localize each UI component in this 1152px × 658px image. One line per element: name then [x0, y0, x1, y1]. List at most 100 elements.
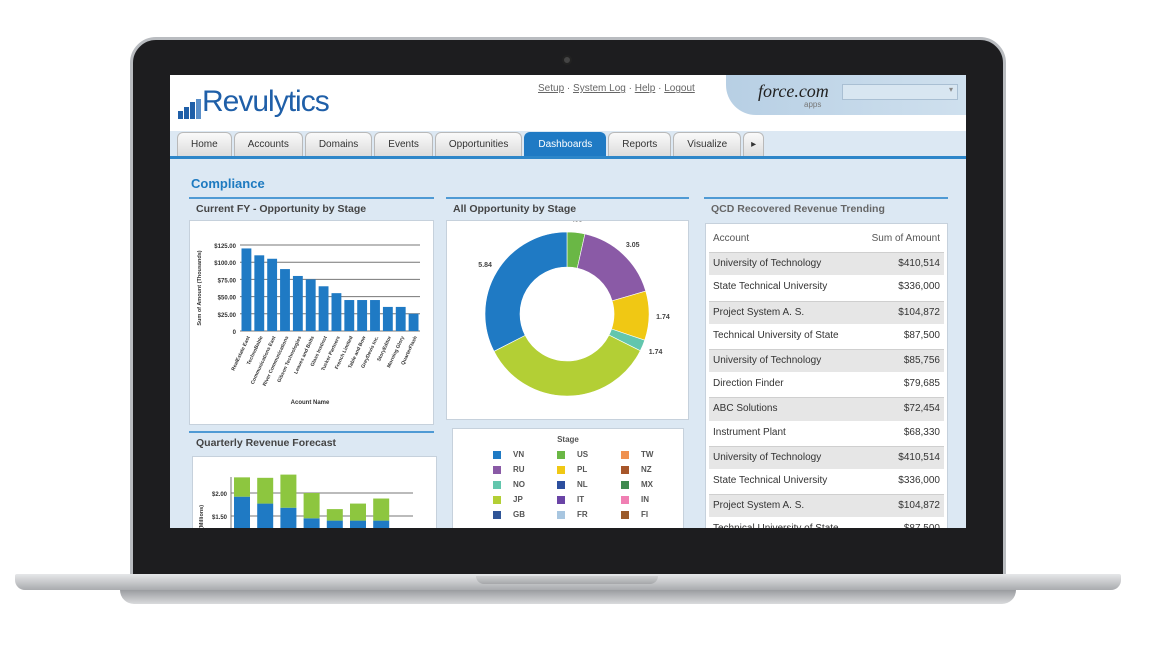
- logout-link[interactable]: Logout: [664, 83, 695, 94]
- legend-label: TW: [641, 450, 654, 459]
- bar-chart: 0 $25.00 $50.00 $75.00 $100.00 $125.00 RealEst…: [197, 244, 420, 406]
- legend-item: IN: [621, 494, 685, 505]
- bar-segment: [303, 518, 320, 528]
- panel-header-qcd: QCD Recovered Revenue Trending: [704, 197, 948, 215]
- bar: [254, 255, 265, 331]
- bar-segment: [373, 498, 390, 521]
- legend-label: FR: [577, 510, 588, 519]
- table-row[interactable]: State Technical University $336,000: [709, 276, 944, 301]
- y-tick-label: $75.00: [218, 278, 237, 284]
- table-row[interactable]: ABC Solutions $72,454: [709, 397, 944, 422]
- panel-header-all-opportunity: All Opportunity by Stage: [446, 197, 689, 215]
- slice-label: .63: [573, 221, 583, 224]
- tab-bar: Home Accounts Domains Events Opportunities Da…: [177, 132, 765, 156]
- y-tick-label: $125.00: [214, 244, 236, 250]
- bar-segment: [234, 496, 250, 528]
- legend-item: MX: [621, 479, 685, 490]
- bar-segment: [373, 520, 390, 528]
- table-row[interactable]: University of Technology $85,756: [709, 348, 944, 374]
- legend-item: RU: [493, 464, 557, 475]
- tab-more-arrow[interactable]: ▸: [743, 132, 765, 156]
- tab-underline: [170, 156, 966, 159]
- account-cell: State Technical University: [713, 474, 828, 486]
- tab-accounts[interactable]: Accounts: [233, 132, 303, 156]
- account-cell: ABC Solutions: [713, 403, 778, 415]
- webcam: [562, 55, 572, 65]
- header: Revulytics Setup · System Log · Help · L…: [170, 75, 966, 131]
- logo: Revulytics: [178, 85, 330, 119]
- tab-home[interactable]: Home: [177, 132, 232, 156]
- legend-label: NL: [577, 480, 588, 489]
- legend-swatch: [621, 495, 629, 504]
- bar: [318, 286, 329, 331]
- table-header: Account Sum of Amount: [709, 228, 944, 253]
- y-tick-label: $25.00: [218, 313, 237, 319]
- table-row[interactable]: Instrument Plant $68,330: [709, 422, 944, 446]
- table-row[interactable]: Technical University of State $87,500: [709, 518, 944, 528]
- bar: [292, 275, 303, 331]
- y-tick-label: $50.00: [218, 296, 237, 302]
- x-tick-label: RealEstate East: [230, 335, 251, 372]
- force-logo: force.com: [758, 81, 829, 101]
- slice-label: 5.84: [478, 262, 492, 269]
- amount-cell: $68,330: [903, 426, 940, 438]
- table-row[interactable]: Direction Finder $79,685: [709, 373, 944, 398]
- legend-item: FR: [557, 509, 621, 520]
- amount-cell: $104,872: [898, 306, 940, 318]
- table-row[interactable]: State Technical University $336,000: [709, 470, 944, 495]
- account-cell: Technical University of State: [713, 518, 839, 528]
- legend-label: US: [577, 450, 589, 459]
- table-row[interactable]: Technical University of State $87,500: [709, 325, 944, 349]
- legend-item: IT: [557, 494, 621, 505]
- legend-swatch: [621, 465, 629, 474]
- bar: [280, 269, 290, 331]
- bar: [395, 306, 406, 331]
- screen: Revulytics Setup · System Log · Help · L…: [170, 75, 966, 528]
- help-link[interactable]: Help: [634, 83, 656, 94]
- bar-segment: [350, 520, 366, 528]
- col-sum-amount[interactable]: Sum of Amount: [871, 233, 940, 244]
- donut-chart-panel: .63 3.05 1.74 1.74 5.84: [446, 217, 689, 420]
- tab-visualize[interactable]: Visualize: [673, 132, 742, 156]
- tab-opportunities[interactable]: Opportunities: [434, 132, 523, 156]
- legend-item: VN: [493, 449, 557, 460]
- col-account[interactable]: Account: [713, 233, 750, 244]
- slice-label: 3.05: [626, 242, 640, 249]
- legend-title: Stage: [557, 435, 579, 444]
- y-axis-label: Sum of Amount (Thousands): [197, 250, 203, 325]
- table-row[interactable]: University of Technology $410,514: [709, 252, 944, 277]
- system-log-link[interactable]: System Log: [573, 83, 626, 94]
- legend-label: IN: [641, 495, 649, 504]
- legend-swatch: [621, 450, 629, 459]
- laptop-notch: [476, 576, 658, 584]
- donut-legend: Stage VN US TW RU PL NZ NO NL MX JP IT IN GB FR FI: [452, 428, 684, 528]
- tab-events[interactable]: Events: [374, 132, 433, 156]
- force-brand-area: force.com apps ▾: [726, 75, 966, 115]
- legend-swatch: [493, 510, 501, 519]
- chevron-down-icon: ▾: [948, 85, 953, 94]
- tab-domains[interactable]: Domains: [304, 132, 373, 156]
- bar-chart-panel: 0 $25.00 $50.00 $75.00 $100.00 $125.00 RealEst…: [189, 220, 434, 425]
- amount-cell: $85,756: [903, 354, 940, 366]
- legend-item: PL: [557, 464, 621, 475]
- account-cell: University of Technology: [713, 258, 822, 270]
- bar: [357, 300, 368, 331]
- legend-item: NO: [493, 479, 557, 490]
- legend-swatch: [557, 495, 565, 504]
- table-row[interactable]: Project System A. S. $104,872: [709, 300, 944, 325]
- table-row[interactable]: Project System A. S. $104,872: [709, 494, 944, 519]
- tab-reports[interactable]: Reports: [608, 132, 672, 156]
- top-links: Setup · System Log · Help · Logout: [538, 83, 695, 94]
- logo-text: Revulytics: [202, 85, 330, 118]
- bar-segment: [280, 507, 297, 528]
- tab-dashboards[interactable]: Dashboards: [524, 132, 607, 156]
- table-row[interactable]: University of Technology $410,514: [709, 445, 944, 470]
- bar-segment: [350, 503, 366, 521]
- legend-label: MX: [641, 480, 653, 489]
- app-select[interactable]: ▾: [842, 84, 958, 100]
- bar: [267, 258, 278, 331]
- account-cell: Project System A. S.: [713, 306, 805, 318]
- account-cell: State Technical University: [713, 281, 828, 293]
- bar: [408, 313, 419, 331]
- setup-link[interactable]: Setup: [538, 83, 565, 94]
